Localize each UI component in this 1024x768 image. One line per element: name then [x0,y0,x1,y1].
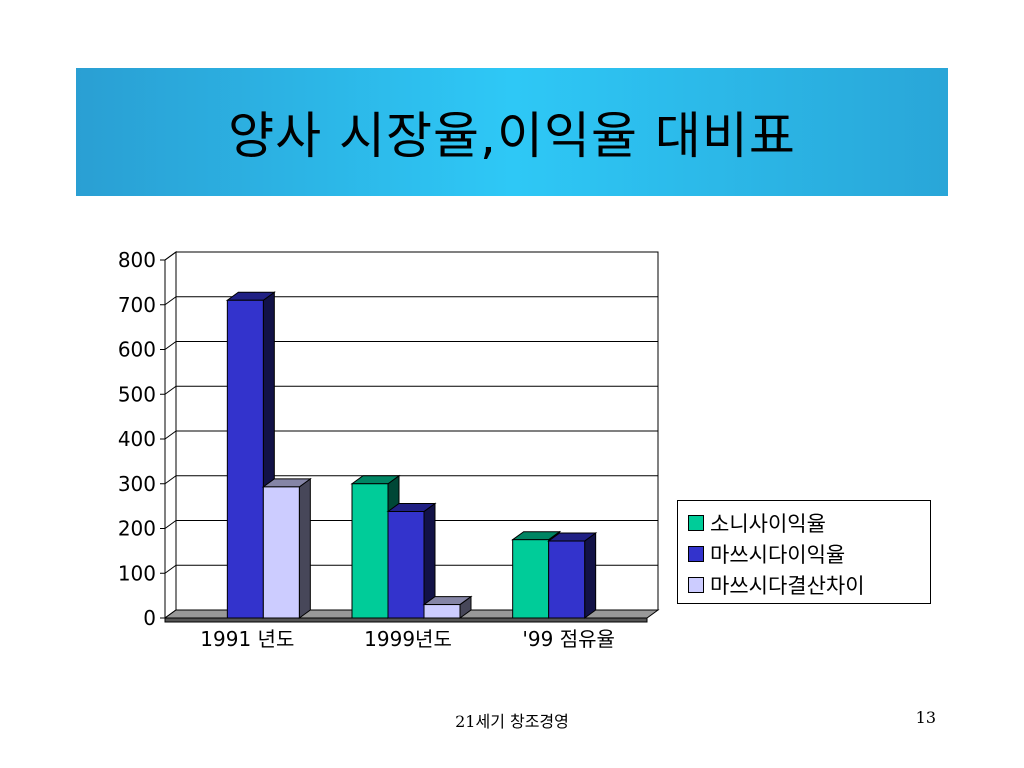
footer-text: 21세기 창조경영 [455,712,569,731]
bar-front [548,540,586,619]
legend-item-matsushita-diff: 마쓰시다결산차이 [688,569,930,600]
x-tick-label: 1999년도 [364,627,452,651]
legend-swatch-matsushita-diff [688,576,704,593]
chart-floor-edge [164,617,648,623]
y-tick-label: 0 [143,606,156,630]
bar [547,532,598,619]
bar [225,291,276,619]
bar-front [387,510,425,619]
bar-front [351,483,389,619]
y-tick-label: 800 [118,248,156,272]
chart-legend: 소니사이익율 마쓰시다이익율 마쓰시다결산차이 [677,500,931,604]
gridline-side [164,385,177,395]
y-tick-label: 400 [118,427,156,451]
bar-front [423,604,461,619]
gridline-side [164,251,177,261]
bar-front [226,299,264,619]
bar-side [298,477,311,619]
bar [422,595,473,619]
bar-front [512,539,550,619]
x-tick-label: '99 점유율 [522,627,615,651]
gridline-side [164,564,177,574]
bar-front [262,486,300,619]
slide-title: 양사 시장율,이익율 대비표 [228,107,796,165]
bar [261,477,312,619]
y-tick-label: 600 [118,338,156,362]
y-tick-label: 700 [118,293,156,317]
x-tick-label: 1991 년도 [200,627,294,651]
y-tick-label: 100 [118,561,156,585]
gridline-side [164,296,177,306]
legend-swatch-matsushita-profit [688,545,704,562]
legend-swatch-sony [688,514,704,531]
y-tick-label: 200 [118,517,156,541]
page-number: 13 [915,708,936,727]
legend-item-sony: 소니사이익율 [688,507,930,538]
bar [386,502,437,619]
legend-label-matsushita-diff: 마쓰시다결산차이 [710,573,865,598]
legend-label-matsushita-profit: 마쓰시다이익율 [710,542,846,567]
gridline-side [164,475,177,485]
legend-label-sony: 소니사이익율 [710,511,826,536]
gridline-side [164,341,177,350]
bar-side [584,532,597,619]
gridline-side [164,430,177,440]
gridline-side [164,520,177,529]
title-banner: 양사 시장율,이익율 대비표 [76,68,948,196]
y-tick-label: 500 [118,382,156,406]
legend-item-matsushita-profit: 마쓰시다이익율 [688,538,930,569]
y-tick-label: 300 [118,472,156,496]
